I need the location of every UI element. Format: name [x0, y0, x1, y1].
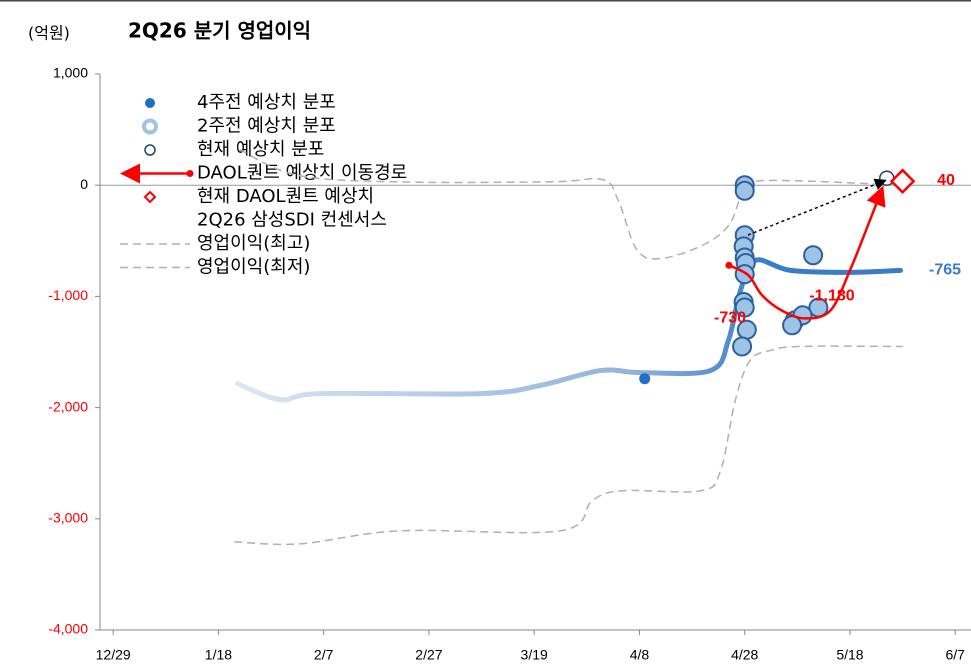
diamond: [889, 168, 916, 194]
y-tick-label: -4,000: [48, 621, 88, 637]
max-min-line: [234, 345, 903, 546]
legend-marker: [142, 118, 158, 135]
x-tick-label: 3/19: [521, 647, 548, 663]
x-tick-label: 4/28: [731, 647, 758, 663]
legend-label: 영업이익(최저): [197, 257, 310, 278]
y-tick-label: -1,000: [48, 287, 88, 303]
ring: [734, 180, 755, 201]
ring: [782, 315, 803, 336]
legend-marker: [145, 98, 155, 108]
legend-label: 현재 DAOL퀀트 예상치: [197, 186, 374, 207]
ring: [803, 245, 824, 266]
legend-label: 2Q26 삼성SDI 컨센서스: [197, 210, 387, 231]
legend-marker: [144, 144, 156, 156]
x-tick-label: 5/18: [836, 647, 863, 663]
x-tick-label: 6/7: [945, 647, 965, 663]
legend-marker: [186, 170, 194, 177]
y-tick-label: -3,000: [48, 510, 88, 526]
legend-label: 4주전 예상치 분포: [197, 92, 336, 113]
legend-label: 영업이익(최고): [197, 233, 310, 254]
x-tick-label: 1/18: [205, 647, 232, 663]
legend-label: 현재 예상치 분포: [197, 139, 324, 160]
ring: [734, 264, 755, 285]
y-tick-label: 0: [80, 176, 88, 192]
dot: [639, 373, 651, 385]
x-tick-label: 2/7: [314, 647, 334, 663]
daol-start: [725, 261, 733, 269]
value-label: -1,180: [809, 288, 854, 305]
value-label: -730: [714, 310, 746, 327]
chart-title: 2Q26 분기 영업이익: [128, 19, 311, 43]
ring: [734, 297, 755, 318]
y-label: (억원): [28, 24, 70, 43]
trend-arrow: [747, 178, 887, 236]
y-tick-label: -2,000: [48, 398, 88, 414]
daol-path: [728, 185, 886, 320]
legend-label: 2주전 예상치 분포: [197, 116, 336, 137]
x-tick-label: 2/27: [415, 647, 442, 663]
small-ring: [879, 170, 895, 186]
value-label: 40: [937, 172, 955, 189]
value-label: -765: [929, 261, 961, 278]
y-tick-label: 1,000: [53, 65, 88, 81]
x-tick-label: 12/29: [96, 647, 131, 663]
x-tick-label: 4/8: [630, 647, 650, 663]
legend-marker: [143, 190, 157, 204]
legend-label: DAOL퀀트 예상치 이동경로: [197, 163, 407, 184]
consensus-line: [234, 257, 903, 403]
ring: [732, 336, 753, 357]
